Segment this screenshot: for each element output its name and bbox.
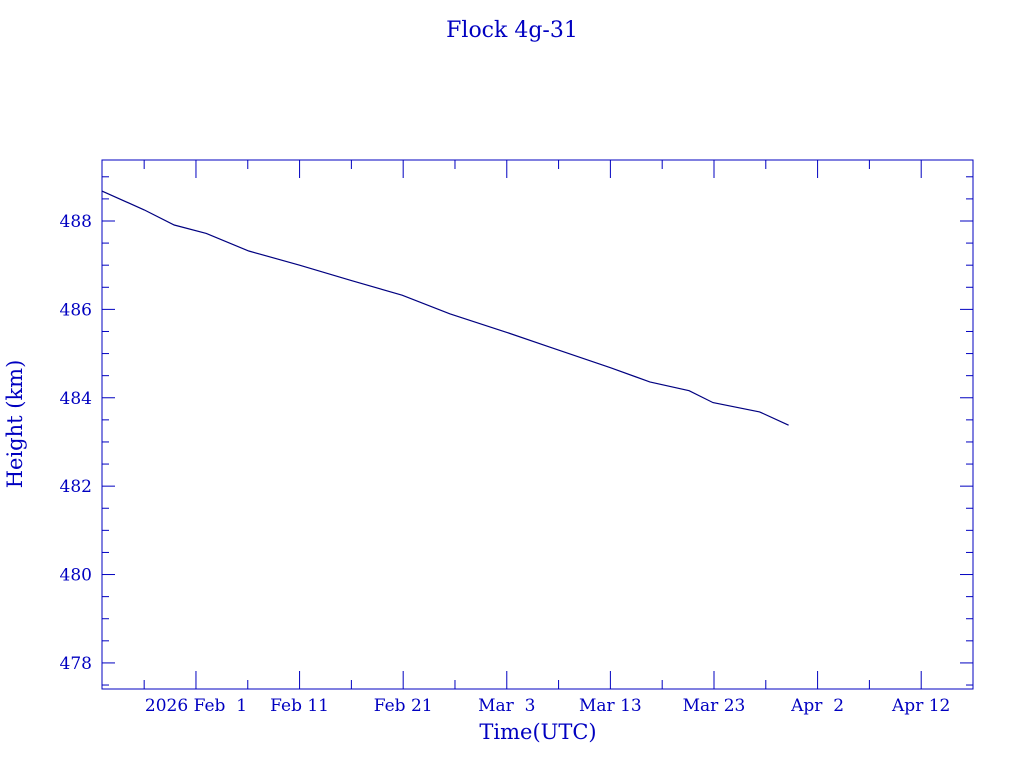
chart-title: Flock 4g-31 (446, 18, 578, 43)
y-tick-label: 480 (60, 566, 92, 586)
x-tick-label: Mar 3 (478, 696, 535, 716)
y-tick-label: 484 (60, 389, 92, 409)
x-tick-label: Mar 13 (579, 696, 642, 716)
y-axis-label: Height (km) (3, 360, 27, 489)
y-tick-label: 478 (60, 654, 92, 674)
x-tick-label: Apr 2 (790, 696, 844, 716)
y-tick-label: 488 (60, 212, 92, 232)
x-tick-label: 2026 Feb 1 (145, 696, 247, 716)
x-tick-label: Apr 12 (891, 696, 950, 716)
x-tick-label: Feb 11 (270, 696, 329, 716)
tick-labels: 2026 Feb 1 Feb 11 Feb 21 Mar 3 Mar 13 Mar 23 A… (60, 212, 951, 716)
x-axis-label: Time(UTC) (479, 720, 596, 744)
series-line-height (101, 190, 789, 426)
plot-frame (101, 159, 974, 690)
y-tick-label: 482 (60, 477, 92, 497)
axis-ticks (102, 160, 974, 689)
y-tick-label: 486 (60, 300, 92, 320)
x-tick-label: Feb 21 (374, 696, 433, 716)
x-tick-label: Mar 23 (683, 696, 746, 716)
